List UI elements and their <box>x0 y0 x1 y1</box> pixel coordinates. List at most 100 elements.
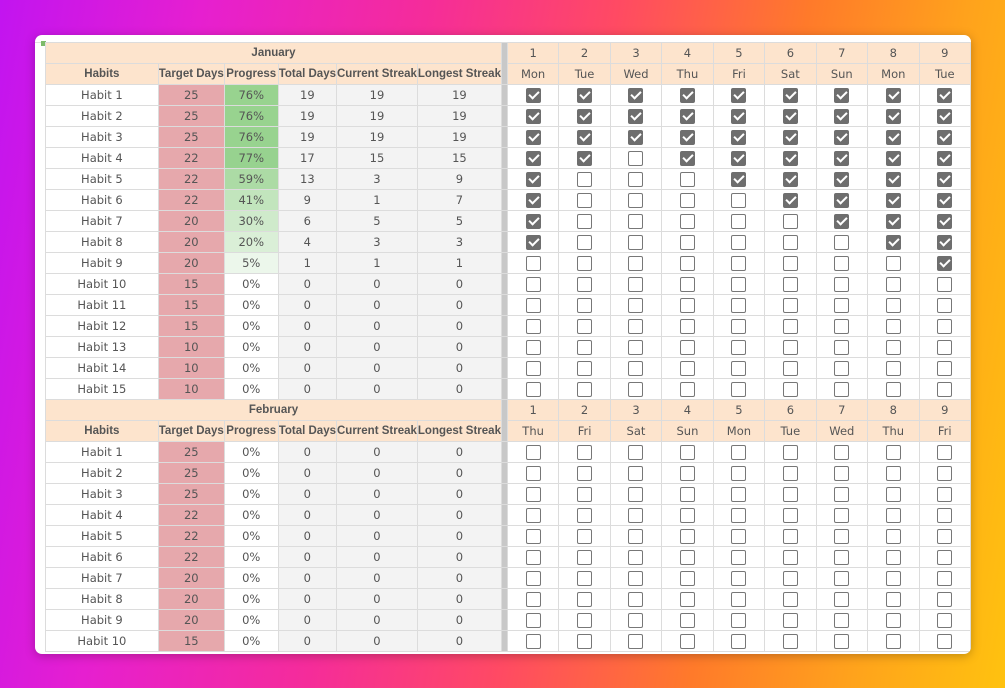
day-checkbox-cell[interactable] <box>609 525 663 547</box>
empty-checkbox-icon[interactable] <box>525 549 541 565</box>
day-checkbox-cell[interactable] <box>764 273 817 295</box>
empty-checkbox-icon[interactable] <box>731 234 747 250</box>
empty-checkbox-icon[interactable] <box>628 612 644 628</box>
empty-checkbox-icon[interactable] <box>834 507 850 523</box>
day-checkbox-cell[interactable] <box>558 168 611 190</box>
day-checkbox-cell[interactable] <box>867 84 920 106</box>
day-checkbox-cell[interactable] <box>764 483 817 505</box>
day-checkbox-cell[interactable] <box>712 231 766 253</box>
empty-checkbox-icon[interactable] <box>628 171 644 187</box>
empty-checkbox-icon[interactable] <box>679 528 695 544</box>
day-checkbox-cell[interactable] <box>661 168 714 190</box>
empty-checkbox-icon[interactable] <box>525 318 541 334</box>
day-checkbox-cell[interactable] <box>661 546 714 568</box>
empty-checkbox-icon[interactable] <box>885 297 901 313</box>
day-checkbox-cell[interactable] <box>918 630 971 652</box>
empty-checkbox-icon[interactable] <box>834 255 850 271</box>
empty-checkbox-icon[interactable] <box>937 444 953 460</box>
checked-checkbox-icon[interactable] <box>782 192 798 208</box>
day-checkbox-cell[interactable] <box>867 567 920 589</box>
empty-checkbox-icon[interactable] <box>525 633 541 649</box>
habit-name-cell[interactable]: Habit 7 <box>45 567 159 589</box>
empty-checkbox-icon[interactable] <box>731 318 747 334</box>
day-checkbox-cell[interactable] <box>867 336 920 358</box>
empty-checkbox-icon[interactable] <box>628 486 644 502</box>
target-days-cell[interactable]: 10 <box>157 336 225 358</box>
target-days-cell[interactable]: 25 <box>157 462 225 484</box>
day-checkbox-cell[interactable] <box>815 588 869 610</box>
empty-checkbox-icon[interactable] <box>679 360 695 376</box>
habit-name-cell[interactable]: Habit 9 <box>45 252 159 274</box>
day-checkbox-cell[interactable] <box>712 294 766 316</box>
empty-checkbox-icon[interactable] <box>782 612 798 628</box>
empty-checkbox-icon[interactable] <box>577 339 593 355</box>
day-checkbox-cell[interactable] <box>815 168 869 190</box>
checked-checkbox-icon[interactable] <box>525 87 541 103</box>
empty-checkbox-icon[interactable] <box>679 549 695 565</box>
day-checkbox-cell[interactable] <box>506 609 560 631</box>
day-checkbox-cell[interactable] <box>918 147 971 169</box>
empty-checkbox-icon[interactable] <box>628 570 644 586</box>
day-checkbox-cell[interactable] <box>712 315 766 337</box>
empty-checkbox-icon[interactable] <box>834 591 850 607</box>
checked-checkbox-icon[interactable] <box>525 129 541 145</box>
empty-checkbox-icon[interactable] <box>525 570 541 586</box>
day-checkbox-cell[interactable] <box>764 168 817 190</box>
checked-checkbox-icon[interactable] <box>937 87 953 103</box>
checked-checkbox-icon[interactable] <box>782 150 798 166</box>
day-checkbox-cell[interactable] <box>764 84 817 106</box>
empty-checkbox-icon[interactable] <box>577 570 593 586</box>
day-checkbox-cell[interactable] <box>558 546 611 568</box>
checked-checkbox-icon[interactable] <box>937 150 953 166</box>
day-checkbox-cell[interactable] <box>764 630 817 652</box>
day-checkbox-cell[interactable] <box>661 567 714 589</box>
day-checkbox-cell[interactable] <box>712 441 766 463</box>
empty-checkbox-icon[interactable] <box>731 591 747 607</box>
day-checkbox-cell[interactable] <box>815 294 869 316</box>
day-checkbox-cell[interactable] <box>558 504 611 526</box>
day-checkbox-cell[interactable] <box>558 273 611 295</box>
day-checkbox-cell[interactable] <box>867 231 920 253</box>
day-checkbox-cell[interactable] <box>867 105 920 127</box>
empty-checkbox-icon[interactable] <box>731 633 747 649</box>
empty-checkbox-icon[interactable] <box>885 570 901 586</box>
empty-checkbox-icon[interactable] <box>782 570 798 586</box>
checked-checkbox-icon[interactable] <box>731 87 747 103</box>
empty-checkbox-icon[interactable] <box>885 360 901 376</box>
day-checkbox-cell[interactable] <box>867 168 920 190</box>
target-days-cell[interactable]: 22 <box>157 504 225 526</box>
day-checkbox-cell[interactable] <box>558 231 611 253</box>
empty-checkbox-icon[interactable] <box>937 591 953 607</box>
day-checkbox-cell[interactable] <box>609 294 663 316</box>
empty-checkbox-icon[interactable] <box>525 276 541 292</box>
day-checkbox-cell[interactable] <box>918 525 971 547</box>
day-checkbox-cell[interactable] <box>867 441 920 463</box>
empty-checkbox-icon[interactable] <box>679 276 695 292</box>
empty-checkbox-icon[interactable] <box>577 171 593 187</box>
day-checkbox-cell[interactable] <box>506 378 560 400</box>
empty-checkbox-icon[interactable] <box>731 297 747 313</box>
empty-checkbox-icon[interactable] <box>525 528 541 544</box>
checked-checkbox-icon[interactable] <box>834 150 850 166</box>
day-checkbox-cell[interactable] <box>506 315 560 337</box>
empty-checkbox-icon[interactable] <box>782 633 798 649</box>
day-checkbox-cell[interactable] <box>764 294 817 316</box>
empty-checkbox-icon[interactable] <box>628 549 644 565</box>
habit-name-cell[interactable]: Habit 5 <box>45 168 159 190</box>
empty-checkbox-icon[interactable] <box>628 339 644 355</box>
empty-checkbox-icon[interactable] <box>834 360 850 376</box>
day-checkbox-cell[interactable] <box>506 210 560 232</box>
empty-checkbox-icon[interactable] <box>679 297 695 313</box>
day-checkbox-cell[interactable] <box>867 483 920 505</box>
checked-checkbox-icon[interactable] <box>885 192 901 208</box>
checked-checkbox-icon[interactable] <box>577 108 593 124</box>
day-checkbox-cell[interactable] <box>867 609 920 631</box>
habit-name-cell[interactable]: Habit 8 <box>45 588 159 610</box>
day-checkbox-cell[interactable] <box>506 567 560 589</box>
day-checkbox-cell[interactable] <box>712 273 766 295</box>
empty-checkbox-icon[interactable] <box>731 444 747 460</box>
day-checkbox-cell[interactable] <box>918 336 971 358</box>
empty-checkbox-icon[interactable] <box>628 234 644 250</box>
target-days-cell[interactable]: 25 <box>157 84 225 106</box>
day-checkbox-cell[interactable] <box>815 504 869 526</box>
